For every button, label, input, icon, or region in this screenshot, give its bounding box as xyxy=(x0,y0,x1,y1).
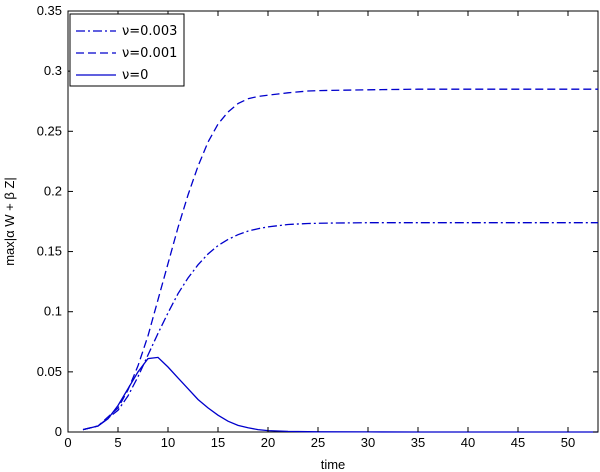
x-tick-label: 15 xyxy=(211,435,225,450)
legend-label: ν=0.003 xyxy=(122,24,177,39)
x-tick-label: 30 xyxy=(361,435,375,450)
y-tick-label: 0.15 xyxy=(37,244,62,259)
y-tick-label: 0.1 xyxy=(44,304,62,319)
y-axis-label: max|α W + β Z| xyxy=(2,177,17,266)
y-tick-label: 0.05 xyxy=(37,364,62,379)
legend-box xyxy=(69,13,185,87)
x-tick-label: 50 xyxy=(561,435,575,450)
x-tick-label: 45 xyxy=(511,435,525,450)
x-tick-label: 40 xyxy=(461,435,475,450)
y-tick-label: 0.35 xyxy=(37,3,62,18)
y-tick-label: 0.25 xyxy=(37,123,62,138)
series-line-1 xyxy=(82,222,598,431)
y-tick-label: 0.2 xyxy=(44,183,62,198)
series-lines xyxy=(82,88,598,433)
x-tick-label: 25 xyxy=(311,435,325,450)
x-tick-label: 35 xyxy=(411,435,425,450)
legend: ν=0.003 ν=0.001 ν=0 xyxy=(69,13,185,87)
x-tick-label: 0 xyxy=(64,435,71,450)
legend-label: ν=0.001 xyxy=(122,46,177,61)
y-tick-label: 0.3 xyxy=(44,63,62,78)
x-tick-label: 20 xyxy=(261,435,275,450)
series-line-2 xyxy=(82,88,598,431)
x-tick-label: 5 xyxy=(114,435,121,450)
x-tick-label: 10 xyxy=(161,435,175,450)
series-line-3 xyxy=(82,356,598,433)
axis-ticks: 0 5 10 15 20 25 30 35 40 45 50 0 0.05 0.1 0.15 0.2 0.25 0… xyxy=(37,3,598,450)
x-axis-label: time xyxy=(321,457,346,472)
legend-label: ν=0 xyxy=(122,68,148,83)
y-tick-label: 0 xyxy=(55,424,62,439)
